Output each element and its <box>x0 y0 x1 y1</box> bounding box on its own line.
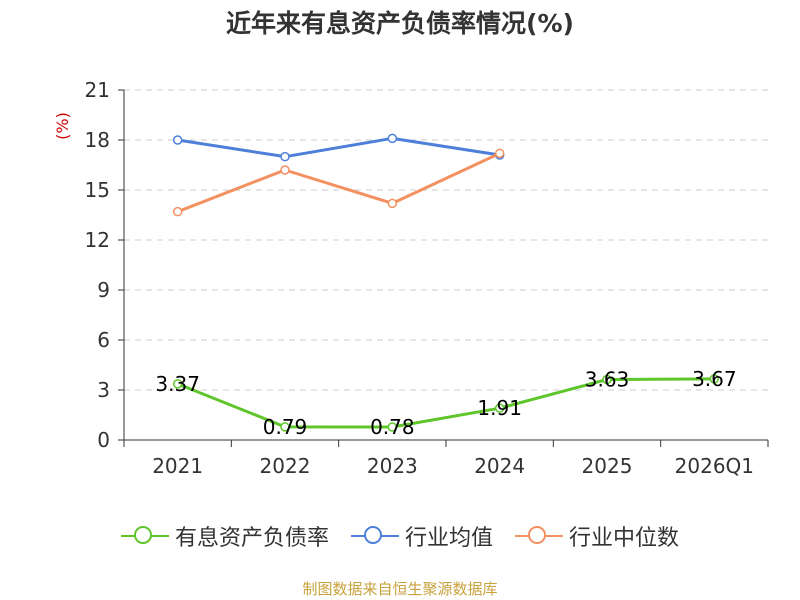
data-point <box>602 374 612 385</box>
data-point <box>387 133 398 144</box>
y-tick-label: 12 <box>85 228 110 252</box>
legend-marker-icon <box>350 526 399 546</box>
x-tick-label: 2021 <box>152 454 203 478</box>
data-label: 0.78 <box>370 415 415 439</box>
x-tick-label: 2022 <box>260 454 311 478</box>
data-point <box>172 379 183 389</box>
y-tick-label: 6 <box>97 328 110 352</box>
y-axis-unit: (%) <box>53 112 72 140</box>
data-label: 3.67 <box>692 367 737 391</box>
data-label: 0.79 <box>263 415 308 439</box>
data-point <box>172 135 183 145</box>
legend-label: 行业均值 <box>404 526 493 551</box>
legend-label: 行业中位数 <box>569 526 680 551</box>
legend-item[interactable]: 行业中位数 <box>515 520 679 552</box>
x-tick-label: 2026Q1 <box>675 454 754 478</box>
data-point <box>387 422 398 432</box>
legend-item[interactable]: 有息资产负债率 <box>120 520 329 552</box>
axes: 0 3 6 9 12 15 18 21 2021 2022 2023 2024 2025 2026Q1 (%… <box>53 78 769 478</box>
x-tick-label: 2025 <box>582 454 633 478</box>
data-label: 1.91 <box>477 396 522 420</box>
y-tick-label: 21 <box>85 78 110 102</box>
series-line <box>177 377 715 429</box>
y-tick-label: 3 <box>97 378 110 402</box>
legend: 有息资产负债率 行业均值 行业中位数 <box>0 520 800 552</box>
data-label: 3.63 <box>585 368 630 392</box>
data-point <box>280 165 290 175</box>
data-point <box>280 422 290 432</box>
x-tick-label: 2023 <box>367 454 418 478</box>
legend-marker-circle <box>133 526 152 544</box>
grid-lines <box>124 89 768 391</box>
series-lines <box>172 133 720 432</box>
x-tick-label: 2024 <box>474 454 525 478</box>
data-point <box>494 148 505 159</box>
data-point <box>387 198 398 209</box>
y-tick-label: 15 <box>85 178 110 202</box>
legend-marker-icon <box>515 526 563 546</box>
legend-marker-circle <box>528 526 546 544</box>
y-tick-label: 9 <box>97 278 110 302</box>
series-line <box>177 151 501 214</box>
chart-title: 近年来有息资产负债率情况(%) <box>226 9 574 38</box>
data-point <box>280 151 290 162</box>
legend-label: 有息资产负债率 <box>174 526 329 551</box>
data-point <box>709 374 720 384</box>
legend-marker-icon <box>120 526 169 546</box>
source-note: 制图数据来自恒生聚源数据库 <box>302 580 498 598</box>
data-labels: 3.37 0.79 0.78 1.91 3.63 3.67 <box>155 367 736 439</box>
y-tick-label: 0 <box>97 428 110 452</box>
data-label: 3.37 <box>155 372 200 396</box>
data-point <box>494 403 505 413</box>
legend-marker-circle <box>363 526 382 544</box>
series-line <box>177 136 500 159</box>
legend-item[interactable]: 行业均值 <box>350 520 493 552</box>
y-tick-label: 18 <box>85 128 110 152</box>
data-point <box>172 206 183 217</box>
